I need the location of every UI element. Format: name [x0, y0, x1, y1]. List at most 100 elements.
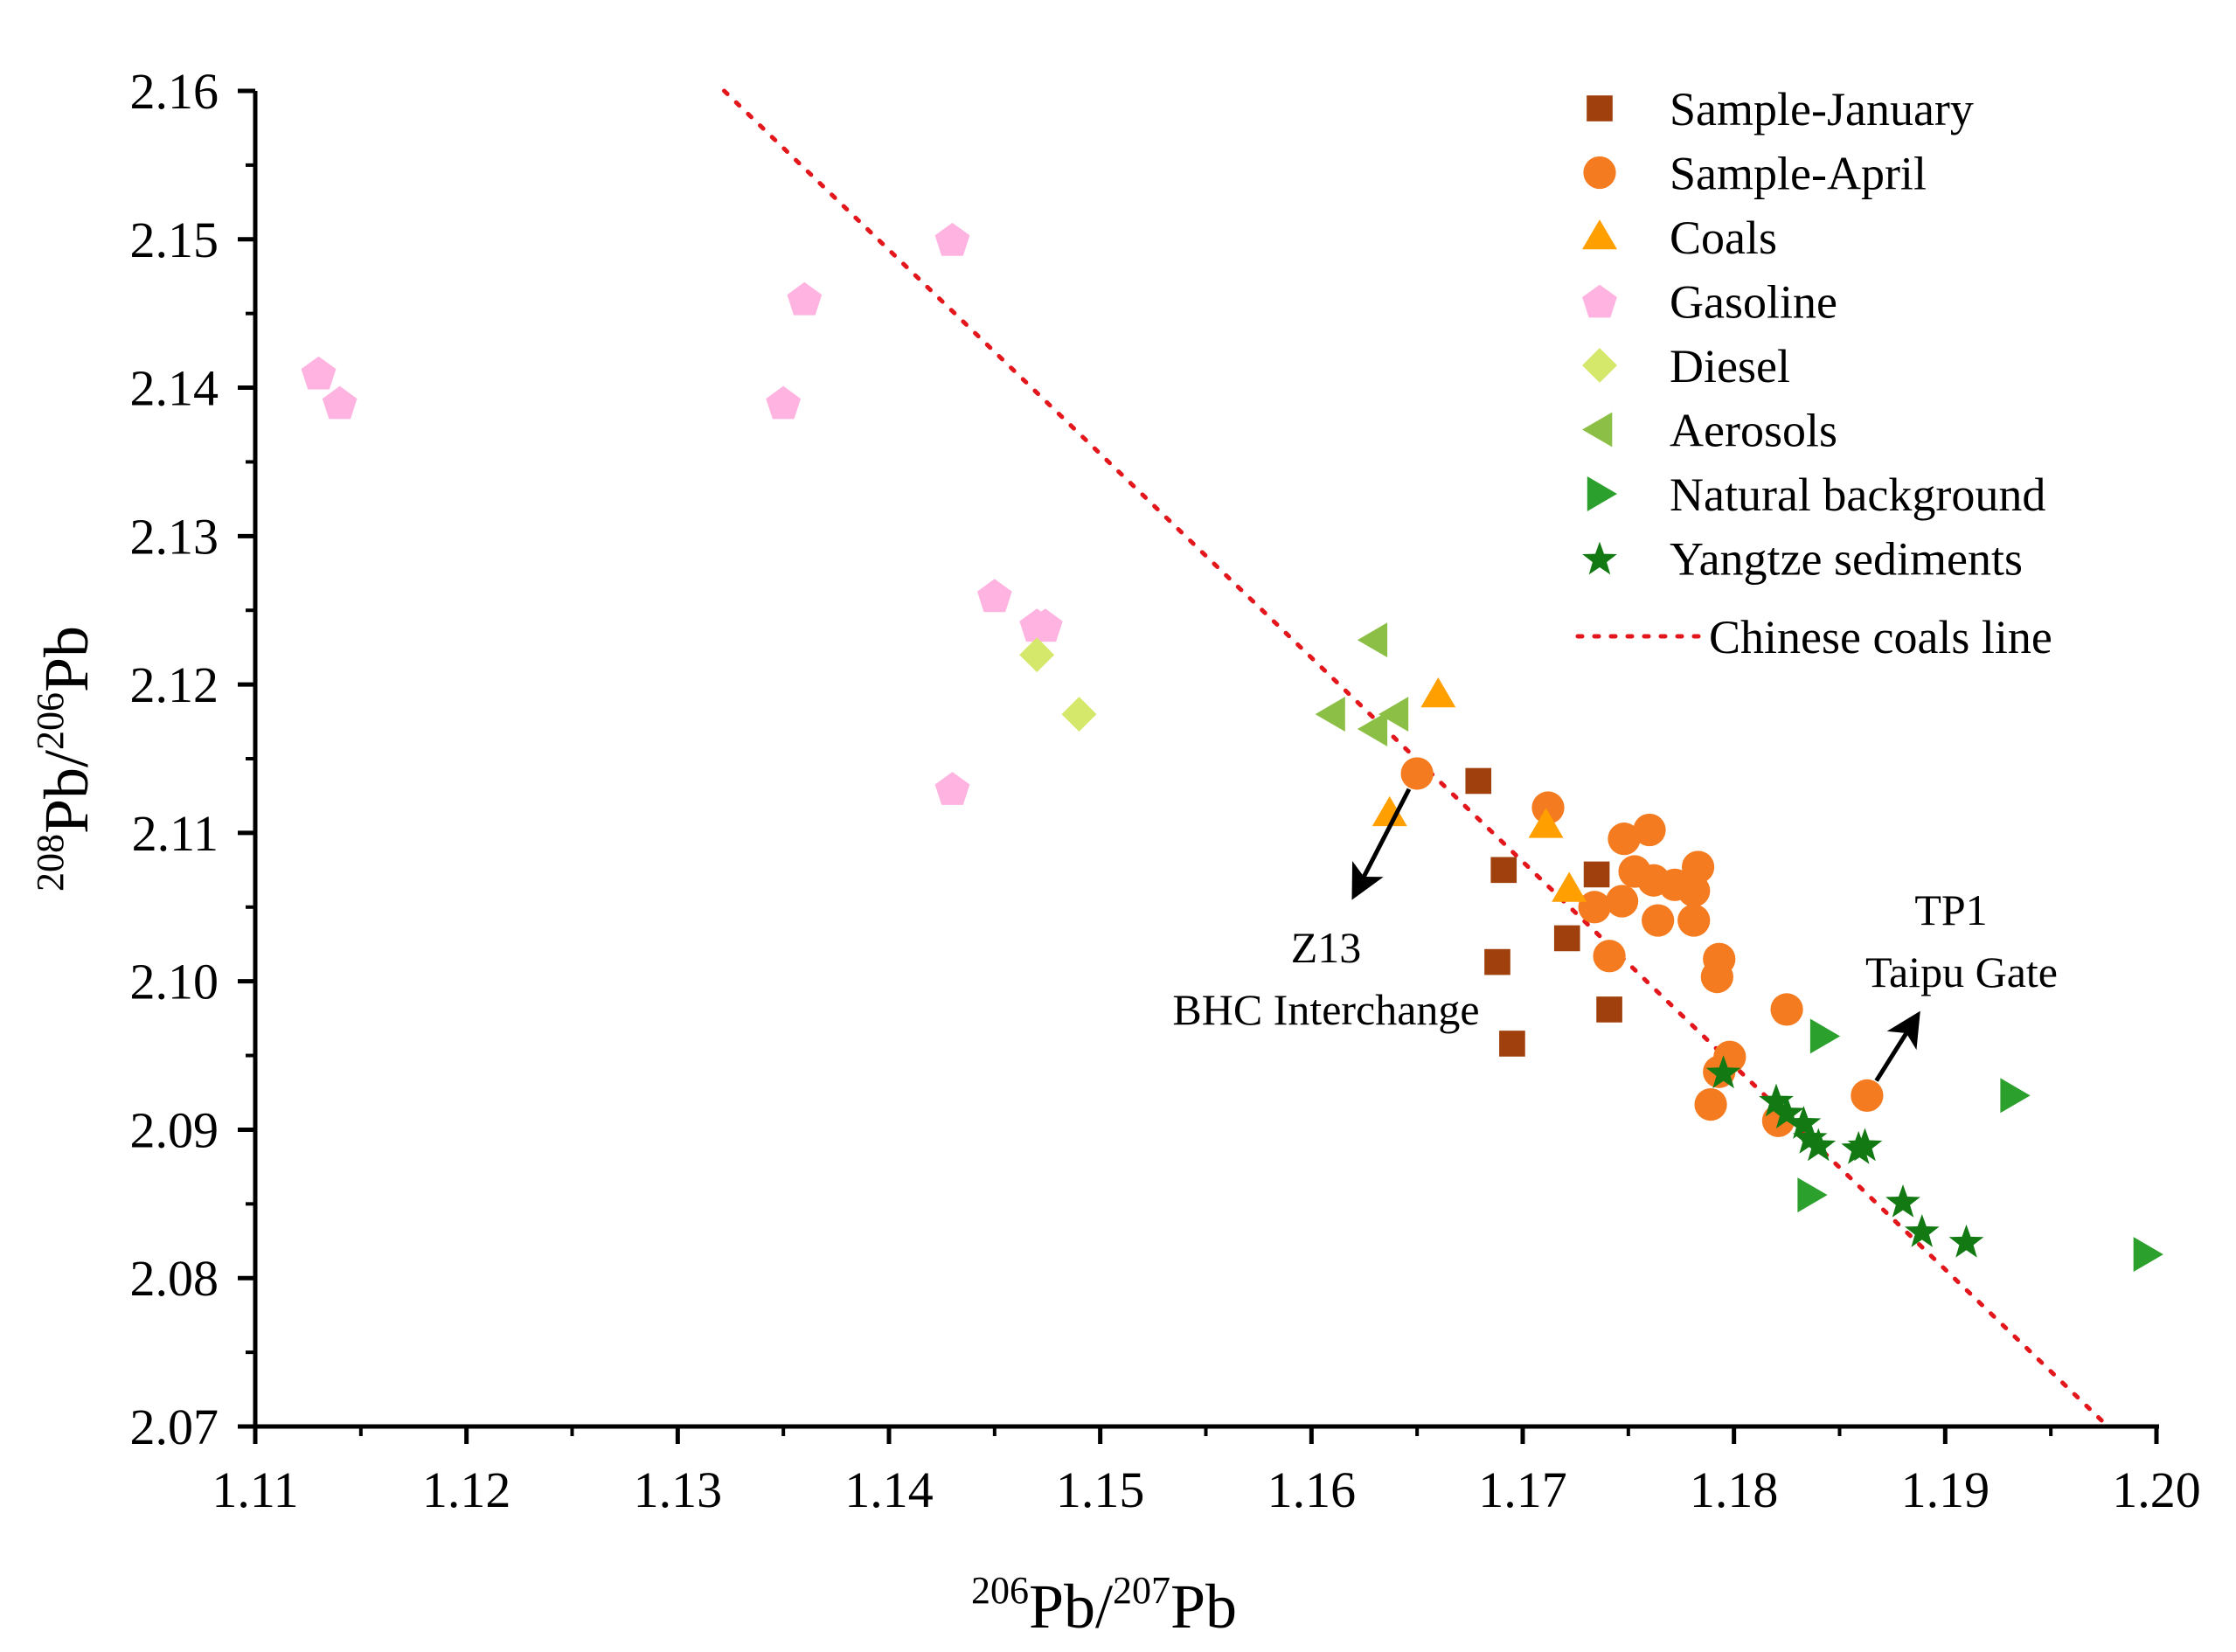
sample-april-point [1851, 1079, 1884, 1113]
y-ticks: 2.07 2.08 2.09 2.10 2.11 2.12 2.13 2.14 2.15 2.16 [130, 63, 255, 1455]
sample-april-point [1700, 960, 1733, 994]
natural-background-point [1809, 1018, 1841, 1054]
yangtze-sediments-point [1885, 1184, 1920, 1218]
x-title-sup1: 206 [971, 1569, 1029, 1612]
natural-background-point [2000, 1078, 2031, 1114]
sample-january-point [1490, 857, 1517, 884]
tp1-label-line2: Taipu Gate [1865, 947, 2058, 996]
yangtze-sediments-point [1801, 1128, 1837, 1162]
series-sample-april [1400, 757, 1884, 1137]
legend-label-gasoline: Gasoline [1670, 276, 1837, 329]
y-tick-label: 2.14 [130, 360, 219, 417]
sample-april-point [1578, 891, 1611, 924]
legend-marker-sample-april [1583, 156, 1616, 190]
x-tick-label: 1.13 [634, 1461, 723, 1518]
aerosols-point [1315, 697, 1345, 732]
diesel-point [1019, 637, 1055, 673]
gasoline-point [766, 385, 801, 420]
y-title-sup1: 208 [29, 834, 72, 892]
coals-point [1528, 808, 1564, 838]
z13-label-line1: Z13 [1291, 923, 1362, 972]
legend-marker-coals [1582, 219, 1617, 250]
sample-april-point [1677, 904, 1711, 937]
y-tick-label: 2.08 [130, 1250, 219, 1307]
sample-january-point [1465, 767, 1492, 795]
sample-april-point [1694, 1087, 1727, 1121]
sample-april-point [1608, 823, 1641, 856]
z13-arrow [1351, 788, 1412, 900]
x-tick-label: 1.17 [1478, 1461, 1567, 1518]
legend-label-sample-april: Sample-April [1670, 148, 1927, 200]
y-tick-label: 2.16 [130, 63, 219, 120]
yangtze-sediments-point [1847, 1128, 1883, 1162]
axes [253, 91, 2159, 1429]
legend: Sample-January Sample-April Coals Gasoline D… [1575, 83, 2052, 663]
coals-point [1552, 871, 1587, 902]
x-tick-label: 1.15 [1056, 1461, 1145, 1518]
gasoline-point [1028, 608, 1063, 642]
x-title-base2: Pb [1170, 1572, 1237, 1642]
legend-marker-natural-background [1587, 476, 1617, 511]
legend-label-aerosols: Aerosols [1670, 405, 1837, 457]
x-tick-label: 1.16 [1267, 1461, 1357, 1518]
coals-point [1371, 795, 1407, 827]
sample-april-point [1642, 904, 1675, 937]
y-tick-label: 2.15 [130, 212, 219, 268]
legend-label-natural-background: Natural background [1670, 469, 2045, 521]
z13-label-line2: BHC Interchange [1172, 985, 1479, 1034]
sample-april-point [1605, 885, 1639, 918]
series-gasoline [301, 222, 1063, 805]
series-diesel [1019, 637, 1097, 732]
x-tick-label: 1.12 [422, 1461, 511, 1518]
legend-label-sample-january: Sample-January [1670, 83, 1974, 135]
legend-marker-yangtze-sediments [1582, 541, 1617, 575]
natural-background-point [2133, 1237, 2163, 1272]
series-sample-january [1465, 767, 1622, 1057]
legend-marker-diesel [1582, 348, 1617, 383]
yangtze-sediments-point [1769, 1095, 1804, 1128]
aerosols-point [1357, 711, 1388, 746]
series-aerosols [1315, 622, 1409, 746]
y-axis-title: 208Pb/206Pb [29, 626, 101, 892]
y-title-sup2: 206 [29, 692, 72, 750]
gasoline-point [301, 356, 337, 390]
y-tick-label: 2.13 [130, 508, 219, 565]
sample-january-point [1484, 948, 1510, 975]
sample-january-point [1499, 1031, 1525, 1057]
legend-label-diesel: Diesel [1670, 340, 1790, 392]
x-tick-label: 1.18 [1690, 1461, 1779, 1518]
x-tick-label: 1.20 [2112, 1461, 2201, 1518]
yangtze-sediments-point [1948, 1224, 1984, 1258]
x-tick-label: 1.11 [212, 1461, 298, 1518]
sample-april-point [1677, 874, 1711, 907]
y-title-base1: Pb/ [31, 750, 101, 834]
yangtze-sediments-point [1705, 1055, 1741, 1089]
series-natural-background [1797, 1018, 2163, 1272]
legend-marker-gasoline [1582, 284, 1617, 318]
gasoline-point [934, 222, 970, 256]
sample-april-point [1770, 993, 1803, 1026]
yangtze-sediments-point [1759, 1083, 1794, 1117]
sample-january-point [1596, 996, 1622, 1023]
sample-january-point [1553, 925, 1580, 952]
sample-april-point [1593, 940, 1626, 973]
yangtze-sediments-point [1904, 1214, 1940, 1247]
sample-april-point [1531, 791, 1565, 824]
x-title-base1: Pb/ [1029, 1572, 1113, 1642]
y-tick-label: 2.10 [130, 954, 219, 1010]
x-ticks: 1.11 1.12 1.13 1.14 1.15 1.16 1.17 1.18 1.19 1.20 [212, 1426, 2201, 1518]
tp1-label-line1: TP1 [1914, 885, 1987, 934]
y-tick-label: 2.12 [130, 656, 219, 713]
data-points [301, 222, 2163, 1272]
annotations: Z13 BHC Interchange TP1 Taipu Gate [1172, 788, 2058, 1082]
y-tick-label: 2.11 [132, 805, 219, 862]
x-title-sup2: 207 [1113, 1569, 1170, 1612]
y-title-base2: Pb [31, 626, 101, 692]
legend-label-coals: Coals [1670, 212, 1777, 264]
aerosols-point [1357, 622, 1388, 658]
tp1-arrow [1874, 1010, 1920, 1082]
gasoline-point [934, 772, 970, 805]
natural-background-point [1797, 1177, 1828, 1213]
legend-marker-sample-january [1587, 95, 1613, 121]
